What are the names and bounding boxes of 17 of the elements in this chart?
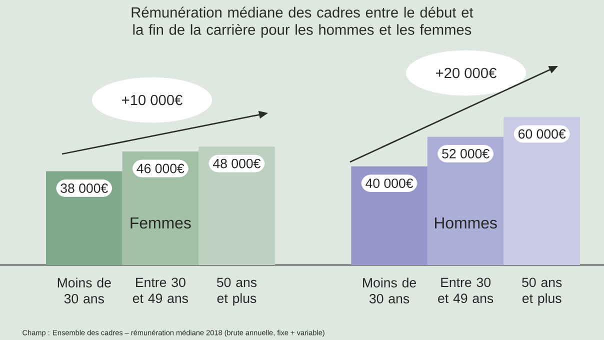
x-tick-label: Entre 30 et 49 ans: [132, 278, 188, 304]
x-tick-label: Moins de 30 ans: [58, 278, 111, 304]
chart-title: Rémunération médiane des cadres entre le début et la fin de la carrière pour les hommes et les femmes: [132, 6, 474, 38]
text: +20 000€: [436, 68, 496, 78]
data-label: 40 000€: [366, 178, 414, 188]
x-tick-label: 50 ans et plus: [216, 278, 257, 306]
data-label: 38 000€: [60, 184, 108, 193]
annotation: Hommes: [435, 217, 497, 229]
data-label: 52 000€: [442, 149, 490, 158]
data-label: 48 000€: [213, 158, 261, 168]
x-tick-label: Entre 30 et 49 ans: [438, 278, 494, 304]
annotation: Femmes: [130, 217, 191, 229]
data-label: 60 000€: [518, 129, 566, 139]
x-tick-label: 50 ans et plus: [522, 278, 562, 306]
text: +10 000€: [122, 94, 182, 106]
data-label: 46 000€: [136, 164, 184, 174]
x-tick-label: Moins de 30 ans: [363, 278, 416, 304]
